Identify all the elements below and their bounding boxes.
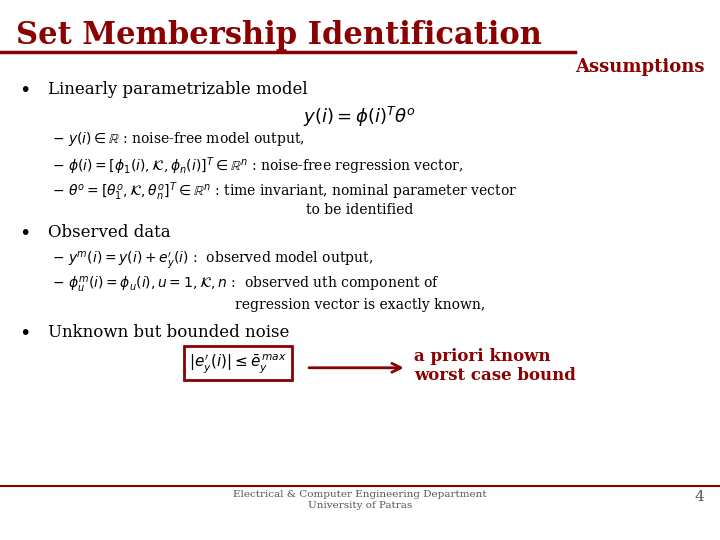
Text: $y(i) = \phi(i)^T \theta^o$: $y(i) = \phi(i)^T \theta^o$ xyxy=(303,105,417,129)
Text: Assumptions: Assumptions xyxy=(575,58,704,76)
Text: $-\ \theta^o = [\theta^o_1,\mathcal{K},\theta^o_n]^T \in \mathbb{R}^n$ : time in: $-\ \theta^o = [\theta^o_1,\mathcal{K},\… xyxy=(52,181,517,204)
Text: •: • xyxy=(19,81,31,100)
Text: a priori known
worst case bound: a priori known worst case bound xyxy=(414,348,576,384)
Text: Electrical & Computer Engineering Department
University of Patras: Electrical & Computer Engineering Depart… xyxy=(233,490,487,510)
Text: $-\ y(i) \in \mathbb{R}$ : noise-free model output,: $-\ y(i) \in \mathbb{R}$ : noise-free mo… xyxy=(52,130,304,148)
Text: •: • xyxy=(19,323,31,343)
Text: $-\ \phi(i) = [\phi_1(i),\mathcal{K},\phi_n(i)]^T \in \mathbb{R}^n$ : noise-free: $-\ \phi(i) = [\phi_1(i),\mathcal{K},\ph… xyxy=(52,156,463,177)
Text: Unknown but bounded noise: Unknown but bounded noise xyxy=(48,323,289,341)
Text: Observed data: Observed data xyxy=(48,224,171,241)
Text: Set Membership Identification: Set Membership Identification xyxy=(16,20,541,51)
Text: •: • xyxy=(19,224,31,244)
Text: $-\ y^m(i) = y(i) + e^\prime_y(i)$ :  observed model output,: $-\ y^m(i) = y(i) + e^\prime_y(i)$ : obs… xyxy=(52,249,373,272)
Text: 4: 4 xyxy=(695,490,704,504)
Text: regression vector is exactly known,: regression vector is exactly known, xyxy=(235,298,485,312)
Text: to be identified: to be identified xyxy=(306,204,414,218)
Text: Linearly parametrizable model: Linearly parametrizable model xyxy=(48,81,307,98)
Text: $-\ \phi^m_u(i) = \phi_u(i), u = 1,\mathcal{K},n$ :  observed uth component of: $-\ \phi^m_u(i) = \phi_u(i), u = 1,\math… xyxy=(52,275,439,295)
FancyArrowPatch shape xyxy=(309,363,401,372)
Text: $|e^\prime_y(i)| \leq \bar{e}^{\,max}_y$: $|e^\prime_y(i)| \leq \bar{e}^{\,max}_y$ xyxy=(189,352,287,375)
